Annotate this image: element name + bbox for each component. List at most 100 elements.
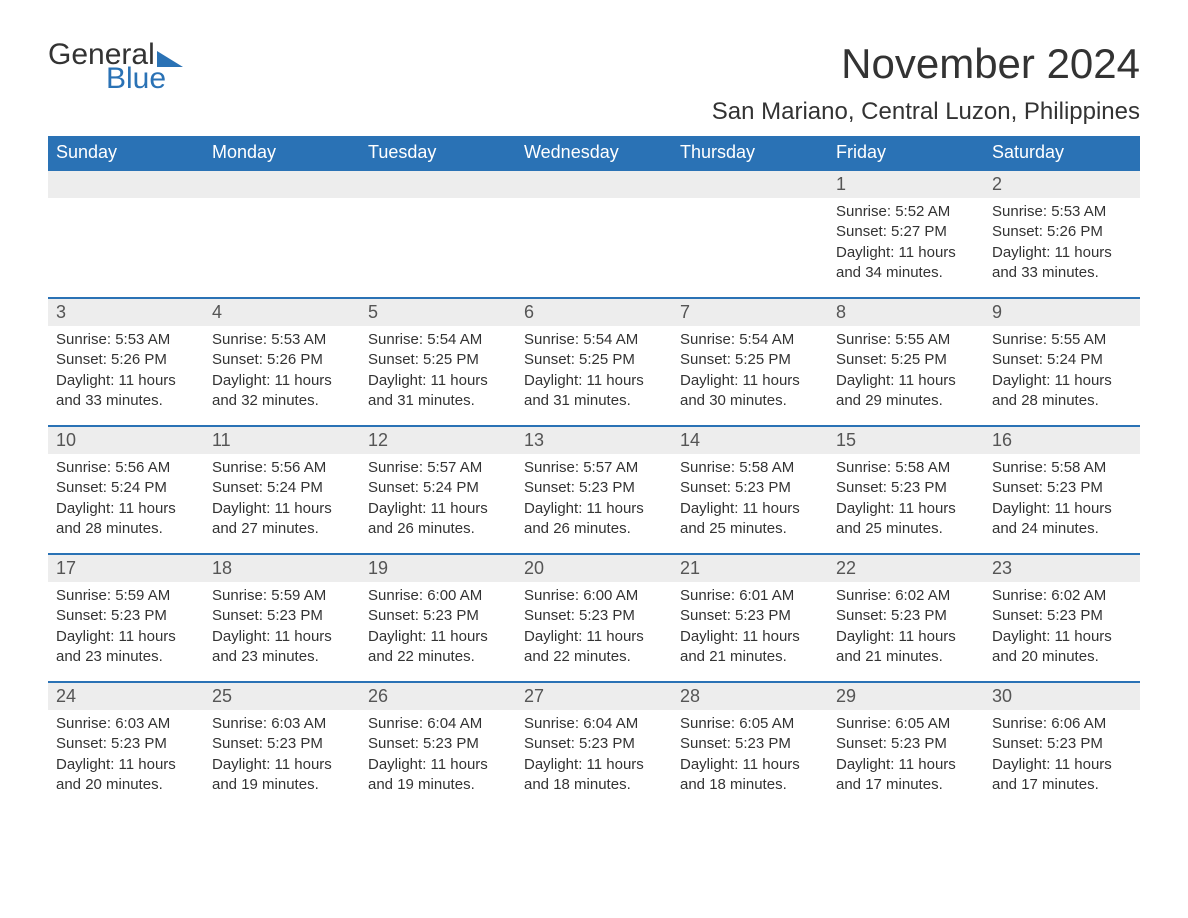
day-number: 10 [48, 425, 204, 454]
daylight-text: Daylight: 11 hours and 19 minutes. [212, 755, 352, 796]
day-number: 20 [516, 553, 672, 582]
sunset-text: Sunset: 5:23 PM [992, 606, 1132, 626]
sunrise-text: Sunrise: 6:02 AM [992, 586, 1132, 606]
sunrise-text: Sunrise: 6:05 AM [680, 714, 820, 734]
sunrise-text: Sunrise: 6:04 AM [524, 714, 664, 734]
day-details: Sunrise: 5:53 AMSunset: 5:26 PMDaylight:… [204, 326, 360, 419]
day-number: 26 [360, 681, 516, 710]
daylight-text: Daylight: 11 hours and 20 minutes. [992, 627, 1132, 668]
sunset-text: Sunset: 5:26 PM [992, 222, 1132, 242]
day-number-empty [360, 169, 516, 198]
sunset-text: Sunset: 5:23 PM [836, 606, 976, 626]
daylight-text: Daylight: 11 hours and 18 minutes. [680, 755, 820, 796]
day-details: Sunrise: 5:55 AMSunset: 5:24 PMDaylight:… [984, 326, 1140, 419]
sunrise-text: Sunrise: 5:54 AM [524, 330, 664, 350]
day-number: 19 [360, 553, 516, 582]
calendar-day-cell: 19Sunrise: 6:00 AMSunset: 5:23 PMDayligh… [360, 553, 516, 681]
sunset-text: Sunset: 5:25 PM [524, 350, 664, 370]
day-number: 27 [516, 681, 672, 710]
day-number: 21 [672, 553, 828, 582]
calendar-day-cell: 14Sunrise: 5:58 AMSunset: 5:23 PMDayligh… [672, 425, 828, 553]
title-block: November 2024 San Mariano, Central Luzon… [712, 40, 1140, 126]
sunset-text: Sunset: 5:23 PM [212, 606, 352, 626]
calendar-week-row: 17Sunrise: 5:59 AMSunset: 5:23 PMDayligh… [48, 553, 1140, 681]
day-number: 17 [48, 553, 204, 582]
calendar-day-cell: 30Sunrise: 6:06 AMSunset: 5:23 PMDayligh… [984, 681, 1140, 809]
sunset-text: Sunset: 5:23 PM [836, 478, 976, 498]
day-details: Sunrise: 6:02 AMSunset: 5:23 PMDaylight:… [984, 582, 1140, 675]
daylight-text: Daylight: 11 hours and 26 minutes. [524, 499, 664, 540]
sunrise-text: Sunrise: 5:56 AM [56, 458, 196, 478]
daylight-text: Daylight: 11 hours and 33 minutes. [56, 371, 196, 412]
calendar-day-cell: 18Sunrise: 5:59 AMSunset: 5:23 PMDayligh… [204, 553, 360, 681]
day-details: Sunrise: 5:54 AMSunset: 5:25 PMDaylight:… [516, 326, 672, 419]
day-number: 15 [828, 425, 984, 454]
day-number: 6 [516, 297, 672, 326]
daylight-text: Daylight: 11 hours and 18 minutes. [524, 755, 664, 796]
weekday-header: Tuesday [360, 136, 516, 169]
weekday-header: Monday [204, 136, 360, 169]
day-details: Sunrise: 6:00 AMSunset: 5:23 PMDaylight:… [360, 582, 516, 675]
calendar-week-row: 24Sunrise: 6:03 AMSunset: 5:23 PMDayligh… [48, 681, 1140, 809]
weekday-header: Sunday [48, 136, 204, 169]
sunset-text: Sunset: 5:27 PM [836, 222, 976, 242]
calendar-day-cell: 6Sunrise: 5:54 AMSunset: 5:25 PMDaylight… [516, 297, 672, 425]
daylight-text: Daylight: 11 hours and 22 minutes. [368, 627, 508, 668]
sunrise-text: Sunrise: 5:58 AM [680, 458, 820, 478]
day-details: Sunrise: 5:53 AMSunset: 5:26 PMDaylight:… [984, 198, 1140, 291]
sunset-text: Sunset: 5:23 PM [992, 478, 1132, 498]
day-number: 5 [360, 297, 516, 326]
daylight-text: Daylight: 11 hours and 20 minutes. [56, 755, 196, 796]
logo-text-blue: Blue [106, 64, 183, 94]
daylight-text: Daylight: 11 hours and 17 minutes. [992, 755, 1132, 796]
weekday-header: Saturday [984, 136, 1140, 169]
sunrise-text: Sunrise: 5:57 AM [524, 458, 664, 478]
day-number: 1 [828, 169, 984, 198]
day-number: 4 [204, 297, 360, 326]
sunrise-text: Sunrise: 6:01 AM [680, 586, 820, 606]
sunset-text: Sunset: 5:24 PM [212, 478, 352, 498]
sunrise-text: Sunrise: 6:04 AM [368, 714, 508, 734]
calendar-day-cell: 29Sunrise: 6:05 AMSunset: 5:23 PMDayligh… [828, 681, 984, 809]
daylight-text: Daylight: 11 hours and 31 minutes. [368, 371, 508, 412]
page-header: General Blue November 2024 San Mariano, … [48, 40, 1140, 126]
day-number: 29 [828, 681, 984, 710]
daylight-text: Daylight: 11 hours and 25 minutes. [836, 499, 976, 540]
calendar-day-cell: 3Sunrise: 5:53 AMSunset: 5:26 PMDaylight… [48, 297, 204, 425]
sunset-text: Sunset: 5:23 PM [680, 478, 820, 498]
day-details: Sunrise: 6:04 AMSunset: 5:23 PMDaylight:… [360, 710, 516, 803]
sunset-text: Sunset: 5:23 PM [680, 734, 820, 754]
location-subtitle: San Mariano, Central Luzon, Philippines [712, 98, 1140, 126]
sunset-text: Sunset: 5:23 PM [524, 478, 664, 498]
sunrise-text: Sunrise: 5:52 AM [836, 202, 976, 222]
daylight-text: Daylight: 11 hours and 24 minutes. [992, 499, 1132, 540]
sunset-text: Sunset: 5:25 PM [368, 350, 508, 370]
calendar-day-cell [204, 169, 360, 297]
calendar-day-cell: 12Sunrise: 5:57 AMSunset: 5:24 PMDayligh… [360, 425, 516, 553]
day-details: Sunrise: 5:58 AMSunset: 5:23 PMDaylight:… [828, 454, 984, 547]
day-number: 14 [672, 425, 828, 454]
calendar-day-cell [672, 169, 828, 297]
sunrise-text: Sunrise: 6:00 AM [368, 586, 508, 606]
weekday-header: Thursday [672, 136, 828, 169]
day-details: Sunrise: 5:54 AMSunset: 5:25 PMDaylight:… [360, 326, 516, 419]
day-details: Sunrise: 6:03 AMSunset: 5:23 PMDaylight:… [204, 710, 360, 803]
day-details: Sunrise: 5:55 AMSunset: 5:25 PMDaylight:… [828, 326, 984, 419]
day-number: 2 [984, 169, 1140, 198]
day-details: Sunrise: 6:03 AMSunset: 5:23 PMDaylight:… [48, 710, 204, 803]
day-number: 13 [516, 425, 672, 454]
daylight-text: Daylight: 11 hours and 27 minutes. [212, 499, 352, 540]
sunrise-text: Sunrise: 5:55 AM [836, 330, 976, 350]
day-details: Sunrise: 6:04 AMSunset: 5:23 PMDaylight:… [516, 710, 672, 803]
calendar-day-cell: 17Sunrise: 5:59 AMSunset: 5:23 PMDayligh… [48, 553, 204, 681]
sunset-text: Sunset: 5:23 PM [680, 606, 820, 626]
calendar-day-cell: 16Sunrise: 5:58 AMSunset: 5:23 PMDayligh… [984, 425, 1140, 553]
day-number: 7 [672, 297, 828, 326]
sunset-text: Sunset: 5:23 PM [56, 734, 196, 754]
sunrise-text: Sunrise: 5:57 AM [368, 458, 508, 478]
sunrise-text: Sunrise: 6:05 AM [836, 714, 976, 734]
sunset-text: Sunset: 5:24 PM [992, 350, 1132, 370]
day-details: Sunrise: 5:57 AMSunset: 5:24 PMDaylight:… [360, 454, 516, 547]
day-details: Sunrise: 5:59 AMSunset: 5:23 PMDaylight:… [204, 582, 360, 675]
sunrise-text: Sunrise: 6:00 AM [524, 586, 664, 606]
